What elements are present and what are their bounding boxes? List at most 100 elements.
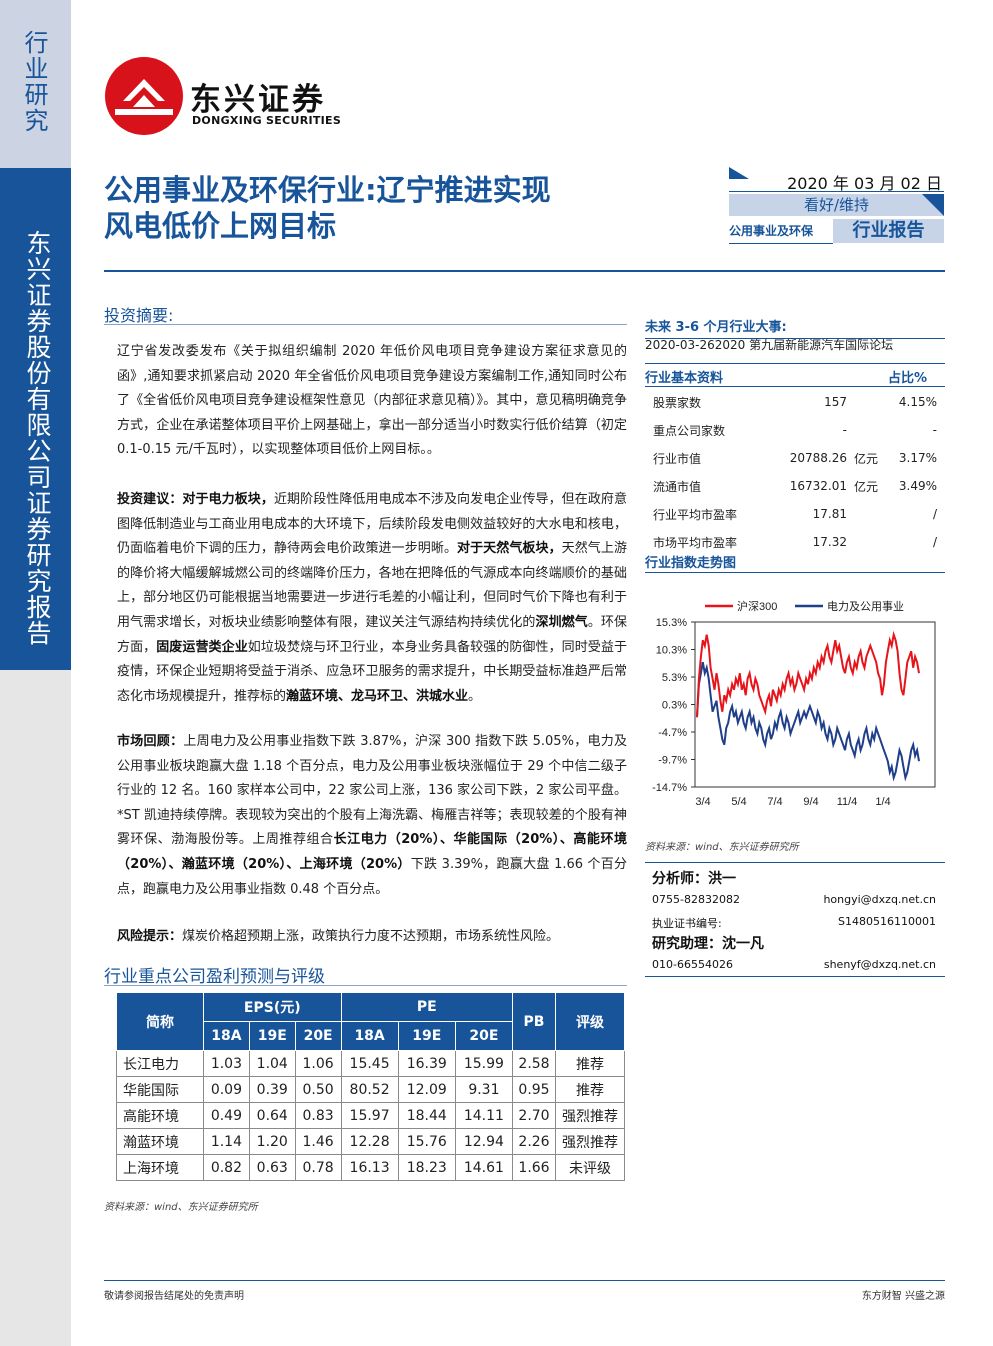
- industry-info-row: 行业市值 20788.26 亿元 3.17%: [645, 444, 945, 472]
- sidebar-bottom: [0, 670, 71, 1346]
- company-name: 长江电力: [116, 1050, 204, 1077]
- chart-plot-area: [694, 621, 936, 788]
- assistant-email[interactable]: shenyf@dxzq.net.cn: [823, 958, 936, 971]
- industry-info-row: 流通市值 16732.01 亿元 3.49%: [645, 472, 945, 500]
- rating-box: 看好/维持: [729, 194, 944, 216]
- assistant-phone: 010-66554026: [652, 958, 733, 971]
- x-tick-label: 7/4: [767, 796, 782, 808]
- invest-advice-env-lead: 固废运营类企业: [156, 639, 248, 655]
- col-name: 简称: [116, 992, 204, 1051]
- pe-cell: 15.97: [340, 1102, 399, 1129]
- eps-cell: 0.82: [203, 1154, 250, 1181]
- info-label: 流通市值: [653, 479, 702, 494]
- info-unit: 亿元: [854, 451, 879, 466]
- pb-cell: 2.26: [512, 1128, 556, 1155]
- invest-advice-gas-lead: 对于天然气板块，: [457, 541, 562, 557]
- analyst-email[interactable]: hongyi@dxzq.net.cn: [823, 893, 936, 906]
- summary-heading: 投资摘要:: [104, 306, 174, 325]
- pe-cell: 16.13: [340, 1154, 399, 1181]
- eps-cell: 0.50: [294, 1076, 342, 1103]
- y-tick-label: 5.3%: [662, 672, 687, 684]
- market-review-tail: 下跌 3.39%，跑赢大盘 1.66 个百分点，跑赢电力及公用事业指数 0.48…: [117, 856, 627, 897]
- col-pb: PB: [512, 992, 556, 1051]
- info-unit: [848, 500, 895, 528]
- eps-cell: 1.46: [294, 1128, 342, 1155]
- market-review-text: 上周电力及公用事业指数下跌 3.87%，沪深 300 指数下跌 5.05%，电力…: [117, 734, 627, 848]
- eps-cell: 0.83: [294, 1102, 342, 1129]
- assistant-rule: [645, 976, 945, 977]
- series-line: [696, 630, 920, 718]
- risk-lead: 风险提示：: [117, 929, 183, 944]
- info-pct: -: [932, 423, 937, 437]
- y-tick-label: 10.3%: [656, 645, 687, 657]
- legend-label: 电力及公用事业: [827, 600, 904, 613]
- invest-advice-gas: 天然气上游的降价将大幅缓解城燃公司的终端降价压力，各地在把降低的气源成本向终端顺…: [117, 541, 627, 630]
- report-date-box: 2020 年 03 月 02 日: [729, 167, 944, 193]
- eps-cell: 1.20: [248, 1128, 296, 1155]
- pb-cell: 0.95: [512, 1076, 556, 1103]
- summary-paragraph-1: 辽宁省发改委发布《关于拟组织编制 2020 年低价风电项目竞争建设方案征求意见的…: [117, 340, 627, 463]
- eps-cell: 1.03: [203, 1050, 250, 1077]
- pe-cell: 15.45: [340, 1050, 399, 1077]
- info-pct: 3.17%: [898, 451, 937, 465]
- invest-advice-gas-pick: 深圳燃气: [535, 614, 588, 630]
- corner-triangle-icon: [729, 167, 749, 179]
- pe-cell: 15.99: [454, 1050, 514, 1077]
- analyst-cert: S1480516110001: [838, 915, 936, 928]
- report-date: 2020 年 03 月 02 日: [787, 174, 942, 193]
- series-line: [696, 662, 920, 782]
- x-tick-label: 3/4: [695, 796, 710, 808]
- x-tick-label: 1/4: [875, 796, 890, 808]
- report-type: 行业报告: [833, 219, 944, 243]
- company-name: 瀚蓝环境: [116, 1128, 204, 1155]
- rating-cell: 推荐: [555, 1050, 625, 1077]
- events-heading: 未来 3-6 个月行业大事:: [645, 320, 787, 335]
- industry-info-row: 重点公司家数 - -: [645, 416, 945, 444]
- col-eps-y2: 19E: [248, 1021, 296, 1051]
- pe-cell: 12.09: [397, 1076, 456, 1103]
- footer-disclaimer[interactable]: 敬请参阅报告结尾处的免责声明: [104, 1291, 244, 1302]
- title-line-1: 公用事业及环保行业:辽宁推进实现: [104, 173, 551, 207]
- col-pe-y1: 18A: [340, 1021, 399, 1051]
- info-unit: [848, 416, 895, 444]
- pe-cell: 80.52: [340, 1076, 399, 1103]
- summary-paragraph-4: 风险提示：煤炭价格超预期上涨，政策执行力度不达预期，市场系统性风险。: [117, 925, 627, 950]
- table-row: 高能环境 0.49 0.64 0.83 15.97 18.44 14.11 2.70 强烈推荐: [116, 1102, 625, 1129]
- eps-cell: 1.06: [294, 1050, 342, 1077]
- col-eps: EPS(元): [203, 992, 342, 1022]
- rating-label: 看好/维持: [803, 196, 870, 214]
- table-row: 华能国际 0.09 0.39 0.50 80.52 12.09 9.31 0.95 推荐: [116, 1076, 625, 1103]
- sidebar-top-label: 行业研究: [20, 30, 48, 134]
- pb-cell: 1.66: [512, 1154, 556, 1181]
- info-unit: [848, 528, 895, 556]
- eps-cell: 0.78: [294, 1154, 342, 1181]
- eps-cell: 0.64: [248, 1102, 296, 1129]
- index-chart: 15.3% 10.3% 5.3% 0.3% -4.7% -9.7% -14.7% 3/4 5/4…: [652, 599, 936, 808]
- events-rule: [645, 338, 945, 339]
- invest-advice-env-tail: 。: [468, 688, 482, 704]
- sidebar-middle: [0, 168, 71, 670]
- info-pct: /: [932, 507, 937, 521]
- legend-label: 沪深300: [737, 599, 777, 613]
- category-label: 公用事业及环保: [729, 219, 833, 244]
- analyst-phone: 0755-82832082: [652, 893, 740, 906]
- col-rating: 评级: [555, 992, 625, 1051]
- table-row: 长江电力 1.03 1.04 1.06 15.45 16.39 15.99 2.58 推荐: [116, 1050, 625, 1077]
- logo-icon: [115, 79, 173, 115]
- eps-cell: 0.39: [248, 1076, 296, 1103]
- footer-rule: [104, 1280, 945, 1281]
- col-pe-y2: 19E: [397, 1021, 456, 1051]
- info-label: 重点公司家数: [653, 423, 726, 438]
- pe-cell: 12.28: [340, 1128, 399, 1155]
- y-tick-label: 15.3%: [656, 617, 687, 629]
- info-value: 20788.26: [789, 451, 847, 465]
- invest-advice-env-picks: 瀚蓝环境、龙马环卫、洪城水业: [286, 688, 469, 704]
- summary-p1-text: 辽宁省发改委发布《关于拟组织编制 2020 年低价风电项目竞争建设方案征求意见的…: [117, 344, 627, 458]
- assistant-name: 研究助理：沈一凡: [652, 936, 764, 952]
- industry-info-heading: 行业基本资料: [645, 371, 724, 386]
- info-unit: [848, 388, 895, 416]
- rating-cell: 强烈推荐: [555, 1102, 625, 1129]
- y-tick-label: -4.7%: [658, 727, 687, 739]
- invest-advice-power: 近期阶段性降低用电成本不涉及向发电企业传导，但在政府意图降低制造业与工商业用电成…: [117, 492, 627, 557]
- x-tick-label: 11/4: [837, 796, 858, 808]
